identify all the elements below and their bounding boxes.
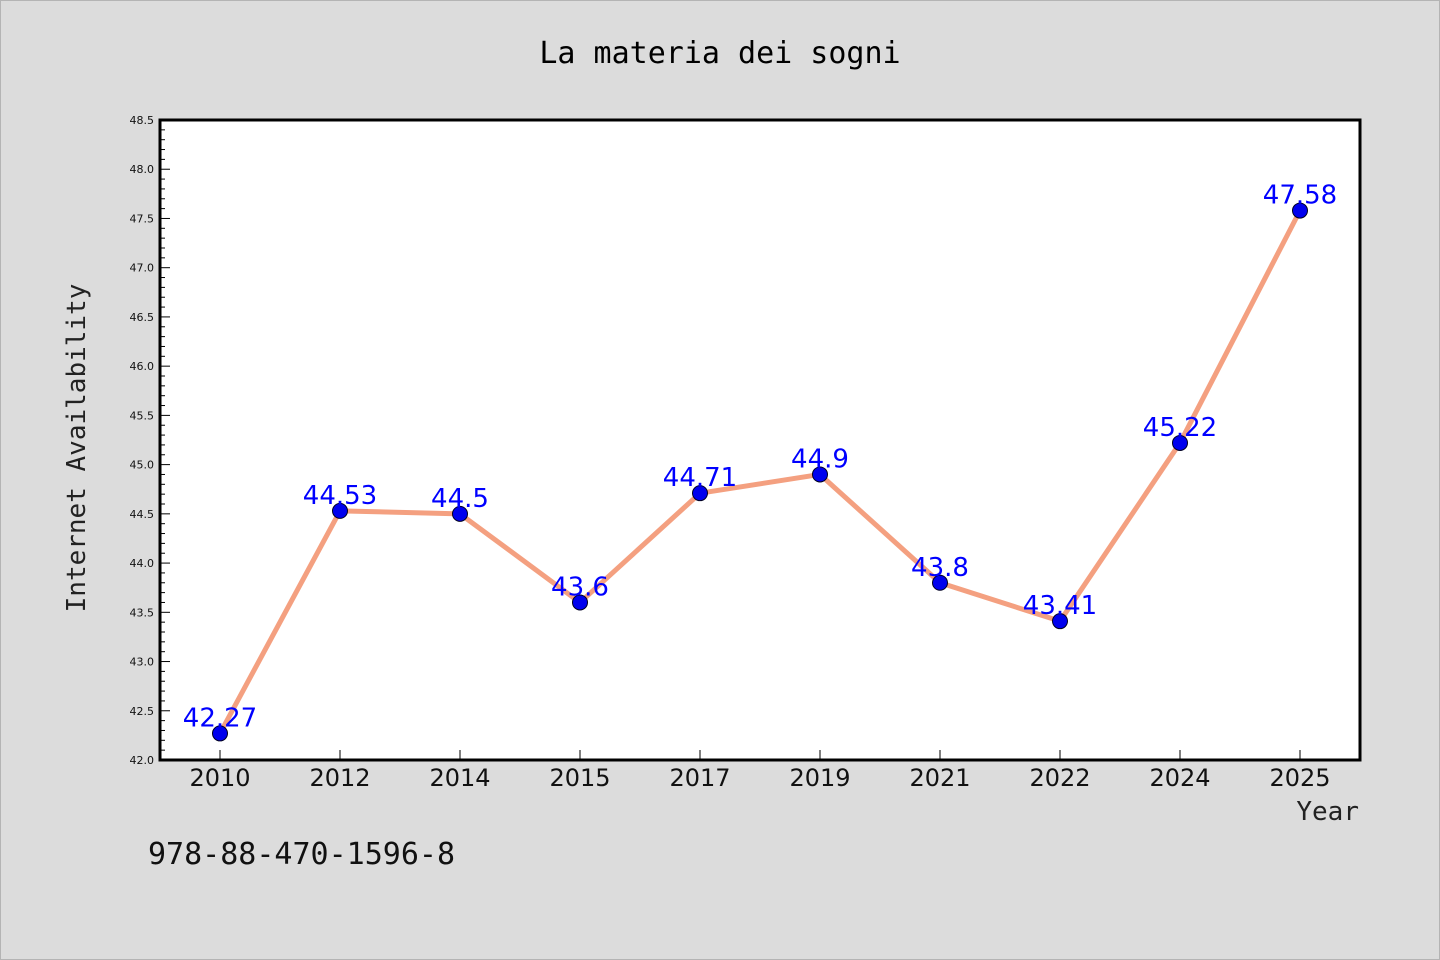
data-point — [1052, 613, 1068, 630]
y-axis-label: Internet Availability — [62, 284, 92, 613]
x-tick-label: 2012 — [309, 764, 370, 792]
isbn-text: 978-88-470-1596-8 — [148, 837, 455, 872]
y-tick-label: 44.0 — [130, 557, 155, 570]
x-tick-label: 2015 — [549, 764, 610, 792]
y-tick-label: 46.0 — [130, 360, 155, 373]
y-tick-label: 48.0 — [130, 163, 155, 176]
y-tick-label: 48.5 — [130, 114, 155, 127]
data-label: 44.53 — [303, 481, 377, 511]
data-point — [932, 574, 948, 591]
x-tick-label: 2014 — [429, 764, 490, 792]
data-label: 43.8 — [911, 553, 969, 583]
y-tick-label: 47.0 — [130, 262, 155, 275]
plot-area — [158, 118, 1362, 762]
y-tick-label: 45.0 — [130, 459, 155, 472]
x-tick-label: 2010 — [189, 764, 250, 792]
data-label: 43.6 — [551, 572, 609, 602]
data-label: 44.5 — [431, 484, 489, 514]
x-tick-label: 2021 — [909, 764, 970, 792]
y-tick-label: 44.5 — [130, 508, 155, 521]
data-label: 43.41 — [1023, 591, 1097, 621]
data-point — [572, 594, 588, 611]
data-point — [692, 485, 708, 502]
y-tick-label: 47.5 — [130, 212, 155, 225]
data-label: 45.22 — [1143, 413, 1217, 443]
data-label: 42.27 — [183, 703, 257, 733]
x-tick-label: 2017 — [669, 764, 730, 792]
series-layer — [212, 202, 1308, 742]
chart-title: La materia dei sogni — [539, 36, 900, 71]
series-line — [217, 208, 1303, 736]
y-tick-label: 45.5 — [130, 409, 155, 422]
x-tick-label: 2019 — [789, 764, 850, 792]
data-label: 47.58 — [1263, 181, 1337, 211]
data-point — [452, 505, 468, 522]
x-tick-label: 2025 — [1269, 764, 1330, 792]
y-tick-label: 42.0 — [130, 754, 155, 767]
y-tick-label: 42.5 — [130, 705, 155, 718]
y-axis: 42.0 42.5 43.0 43.5 44.0 44.5 45.0 45.5 46.0 46.5… — [130, 114, 170, 767]
x-tick-label: 2022 — [1029, 764, 1090, 792]
data-labels: 42.27 44.53 44.5 43.6 44.71 44.9 43.8 43.41 45.2… — [183, 181, 1337, 734]
data-label: 44.9 — [791, 444, 849, 474]
data-point — [332, 502, 348, 519]
data-point — [1172, 434, 1188, 451]
x-axis: 2010 2012 2014 2015 2017 2019 2021 2022 2024 2025 — [189, 750, 1331, 792]
data-point — [212, 725, 228, 742]
y-tick-label: 43.0 — [130, 656, 155, 669]
x-axis-label: Year — [1296, 797, 1359, 827]
x-tick-label: 2024 — [1149, 764, 1210, 792]
y-tick-label: 46.5 — [130, 311, 155, 324]
data-point — [1292, 202, 1308, 219]
data-point — [812, 466, 828, 483]
data-label: 44.71 — [663, 463, 737, 493]
y-tick-label: 43.5 — [130, 606, 155, 619]
